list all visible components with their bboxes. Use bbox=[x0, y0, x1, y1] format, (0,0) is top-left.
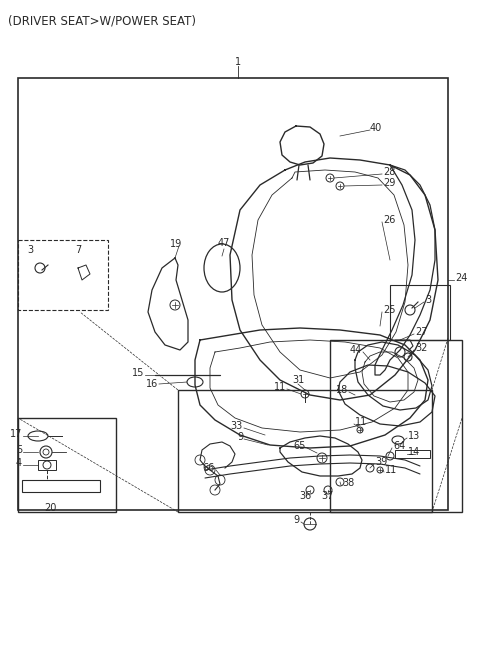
Text: 24: 24 bbox=[455, 273, 468, 283]
Text: 31: 31 bbox=[292, 375, 304, 385]
Text: 33: 33 bbox=[231, 421, 243, 431]
Text: 7: 7 bbox=[75, 245, 81, 255]
Text: 17: 17 bbox=[10, 429, 22, 439]
Text: 14: 14 bbox=[408, 447, 420, 457]
Bar bbox=[18, 418, 116, 512]
Bar bbox=[38, 460, 56, 470]
Text: 18: 18 bbox=[336, 385, 348, 395]
Text: 5: 5 bbox=[16, 445, 22, 455]
Text: 16: 16 bbox=[146, 379, 158, 389]
Text: 64: 64 bbox=[393, 441, 405, 451]
Text: 39: 39 bbox=[375, 457, 387, 467]
Text: 19: 19 bbox=[170, 239, 182, 249]
Text: 25: 25 bbox=[383, 305, 396, 315]
Text: 40: 40 bbox=[370, 123, 382, 133]
Text: 26: 26 bbox=[383, 215, 396, 225]
Text: 4: 4 bbox=[16, 458, 22, 468]
Text: 47: 47 bbox=[218, 238, 230, 248]
Text: 29: 29 bbox=[383, 178, 396, 188]
Text: 11: 11 bbox=[355, 417, 367, 427]
Text: 9: 9 bbox=[237, 432, 243, 442]
Bar bbox=[22, 480, 100, 492]
Bar bbox=[330, 340, 462, 512]
Bar bbox=[18, 240, 108, 310]
Text: 20: 20 bbox=[44, 503, 56, 513]
Bar bbox=[178, 390, 432, 512]
Text: 32: 32 bbox=[415, 343, 427, 353]
Text: 1: 1 bbox=[235, 57, 241, 67]
Text: 3: 3 bbox=[425, 295, 431, 305]
Text: 44: 44 bbox=[350, 345, 362, 355]
Bar bbox=[390, 285, 450, 340]
Bar bbox=[395, 450, 430, 458]
Text: 38: 38 bbox=[342, 478, 354, 488]
Text: (DRIVER SEAT>W/POWER SEAT): (DRIVER SEAT>W/POWER SEAT) bbox=[8, 14, 196, 27]
Text: 11: 11 bbox=[385, 465, 397, 475]
Text: 27: 27 bbox=[415, 327, 428, 337]
Text: 9: 9 bbox=[294, 515, 300, 525]
Text: 3: 3 bbox=[27, 245, 33, 255]
Text: 28: 28 bbox=[383, 167, 396, 177]
Text: 13: 13 bbox=[408, 431, 420, 441]
Text: 66: 66 bbox=[203, 463, 215, 473]
Text: 11: 11 bbox=[274, 382, 286, 392]
Text: 37: 37 bbox=[322, 491, 334, 501]
Text: 15: 15 bbox=[132, 368, 144, 378]
Bar bbox=[18, 78, 448, 510]
Text: 36: 36 bbox=[299, 491, 311, 501]
Text: 65: 65 bbox=[294, 441, 306, 451]
